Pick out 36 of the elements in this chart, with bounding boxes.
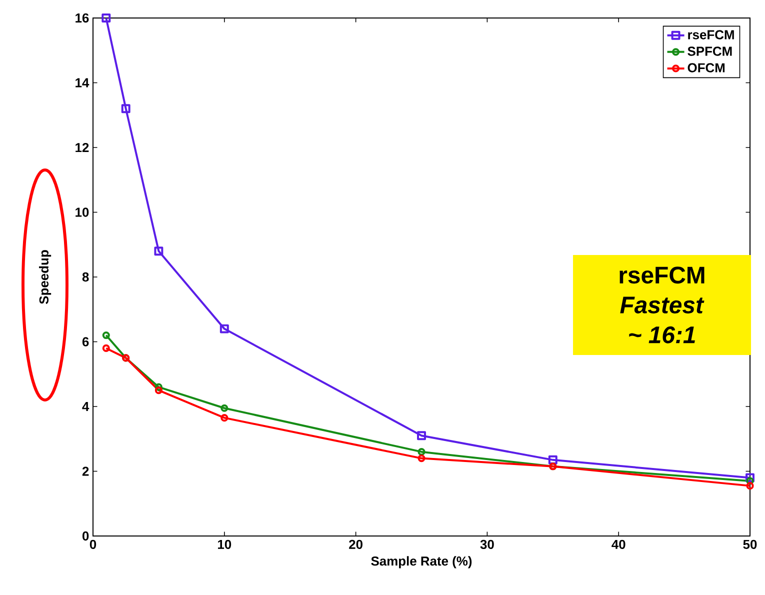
point <box>417 431 426 440</box>
y-tick-label: 14 <box>76 78 90 88</box>
x-tick-label: 40 <box>612 540 626 549</box>
y-axis-title: Speedup <box>39 250 52 304</box>
point <box>418 448 426 456</box>
y-tick-label: 4 <box>82 402 90 411</box>
legend-label: rseFCM <box>688 30 734 40</box>
point <box>102 14 111 22</box>
point <box>121 104 130 114</box>
annotation: rseFCM <box>620 266 704 284</box>
y-tick-label: 10 <box>76 208 89 217</box>
point <box>220 414 228 422</box>
point <box>548 455 558 464</box>
y-tick-label: 6 <box>82 337 89 346</box>
point <box>154 246 164 256</box>
x-tick-label: 30 <box>480 540 494 550</box>
annotation: Fastest <box>620 296 704 314</box>
point <box>154 383 162 391</box>
y-tick-label: 8 <box>82 272 89 282</box>
x-tick-label: 50 <box>743 540 757 549</box>
x-tick-label: 10 <box>218 540 232 549</box>
y-tick-label: 0 <box>82 531 89 541</box>
x-axis-title: Sample Rate (%) <box>371 556 472 568</box>
point <box>220 404 228 412</box>
point <box>220 324 229 334</box>
point <box>154 386 162 394</box>
x-tick-label: 20 <box>349 540 362 549</box>
y-tick-label: 12 <box>76 142 89 152</box>
legend-label: SPFCM <box>688 46 732 56</box>
annotation: ~ 16:1 <box>629 326 695 344</box>
y-tick-label: 16 <box>76 13 89 23</box>
legend-label: OFCM <box>688 63 725 72</box>
x-tick-label: 0 <box>90 540 96 549</box>
point <box>746 473 754 482</box>
point <box>418 454 426 462</box>
y-tick-label: 2 <box>82 466 89 476</box>
